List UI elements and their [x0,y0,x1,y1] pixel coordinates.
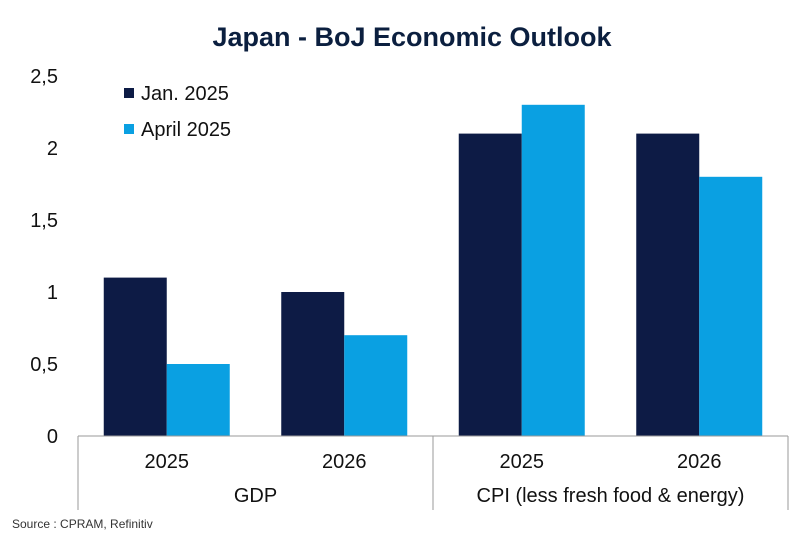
x-axis: 2025 2026 2025 2026 GDP CPI (less fresh food … [77,435,789,510]
x-tick-label: 2025 [500,451,545,473]
bar-april-2025-2 [521,104,585,437]
bar-jan-2025-1 [281,292,345,436]
y-tick-label: 1,5 [30,210,58,232]
y-tick-label: 1 [47,282,58,304]
x-tick-label: 2025 [145,451,190,473]
y-tick-label: 2,5 [30,66,58,88]
y-tick-label: 0,5 [30,354,58,376]
legend-swatch-jan-2025 [124,88,134,98]
chart-title: Japan - BoJ Economic Outlook [212,22,612,52]
bar-jan-2025-3 [636,133,700,436]
bar-jan-2025-0 [103,277,167,436]
bar-april-2025-1 [344,335,408,436]
bar-april-2025-3 [699,176,763,437]
bar-jan-2025-2 [458,133,522,436]
bars [103,104,763,437]
y-axis: 0 0,5 1 1,5 2 2,5 [30,66,58,448]
x-group-label: GDP [234,485,277,507]
legend: Jan. 2025 April 2025 [124,83,231,141]
legend-label-april-2025: April 2025 [141,119,231,141]
x-tick-label: 2026 [322,451,367,473]
source-note: Source : CPRAM, Refinitiv [12,517,153,531]
y-tick-label: 0 [47,426,58,448]
legend-label-jan-2025: Jan. 2025 [141,83,229,105]
legend-swatch-april-2025 [124,124,134,134]
x-tick-label: 2026 [677,451,722,473]
x-group-label: CPI (less fresh food & energy) [477,485,745,507]
bar-april-2025-0 [166,364,230,436]
y-tick-label: 2 [47,138,58,160]
